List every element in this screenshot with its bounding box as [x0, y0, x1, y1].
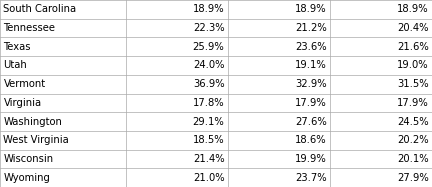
- Text: 32.9%: 32.9%: [295, 79, 327, 89]
- Bar: [330, 168, 432, 187]
- Bar: [0, 0, 126, 19]
- Bar: [0, 75, 126, 94]
- Bar: [126, 19, 228, 37]
- Text: 21.2%: 21.2%: [295, 23, 327, 33]
- Bar: [330, 75, 432, 94]
- Bar: [126, 112, 228, 131]
- Text: Virginia: Virginia: [3, 98, 41, 108]
- Bar: [330, 19, 432, 37]
- Bar: [126, 0, 228, 19]
- Bar: [228, 0, 330, 19]
- Text: 27.9%: 27.9%: [397, 173, 429, 183]
- Bar: [0, 56, 126, 75]
- Text: 19.1%: 19.1%: [295, 60, 327, 70]
- Bar: [330, 0, 432, 19]
- Text: 22.3%: 22.3%: [193, 23, 225, 33]
- Bar: [228, 112, 330, 131]
- Text: 20.2%: 20.2%: [397, 135, 429, 145]
- Bar: [330, 150, 432, 168]
- Bar: [228, 19, 330, 37]
- Bar: [126, 150, 228, 168]
- Text: Washington: Washington: [3, 117, 62, 127]
- Text: Tennessee: Tennessee: [3, 23, 55, 33]
- Bar: [126, 37, 228, 56]
- Bar: [0, 94, 126, 112]
- Text: Vermont: Vermont: [3, 79, 46, 89]
- Text: 21.4%: 21.4%: [193, 154, 225, 164]
- Bar: [228, 131, 330, 150]
- Bar: [228, 168, 330, 187]
- Bar: [0, 131, 126, 150]
- Text: 18.9%: 18.9%: [295, 4, 327, 14]
- Text: 18.5%: 18.5%: [193, 135, 225, 145]
- Bar: [228, 75, 330, 94]
- Bar: [330, 56, 432, 75]
- Text: Wyoming: Wyoming: [3, 173, 51, 183]
- Text: 24.0%: 24.0%: [193, 60, 225, 70]
- Text: 36.9%: 36.9%: [193, 79, 225, 89]
- Text: 29.1%: 29.1%: [193, 117, 225, 127]
- Bar: [0, 112, 126, 131]
- Text: 23.6%: 23.6%: [295, 42, 327, 52]
- Bar: [228, 150, 330, 168]
- Text: 27.6%: 27.6%: [295, 117, 327, 127]
- Text: South Carolina: South Carolina: [3, 4, 76, 14]
- Bar: [126, 56, 228, 75]
- Bar: [126, 75, 228, 94]
- Text: 25.9%: 25.9%: [193, 42, 225, 52]
- Text: 20.1%: 20.1%: [397, 154, 429, 164]
- Bar: [126, 168, 228, 187]
- Text: 17.8%: 17.8%: [193, 98, 225, 108]
- Text: 19.0%: 19.0%: [397, 60, 429, 70]
- Text: 24.5%: 24.5%: [397, 117, 429, 127]
- Text: 23.7%: 23.7%: [295, 173, 327, 183]
- Bar: [0, 150, 126, 168]
- Text: Wisconsin: Wisconsin: [3, 154, 54, 164]
- Bar: [126, 131, 228, 150]
- Text: 19.9%: 19.9%: [295, 154, 327, 164]
- Text: Utah: Utah: [3, 60, 27, 70]
- Bar: [330, 131, 432, 150]
- Text: Texas: Texas: [3, 42, 31, 52]
- Bar: [228, 94, 330, 112]
- Bar: [228, 37, 330, 56]
- Bar: [330, 94, 432, 112]
- Bar: [0, 19, 126, 37]
- Bar: [0, 37, 126, 56]
- Text: 18.9%: 18.9%: [193, 4, 225, 14]
- Text: 31.5%: 31.5%: [397, 79, 429, 89]
- Text: 21.0%: 21.0%: [193, 173, 225, 183]
- Text: 18.6%: 18.6%: [295, 135, 327, 145]
- Bar: [0, 168, 126, 187]
- Bar: [330, 37, 432, 56]
- Text: 17.9%: 17.9%: [295, 98, 327, 108]
- Text: West Virginia: West Virginia: [3, 135, 69, 145]
- Bar: [330, 112, 432, 131]
- Text: 21.6%: 21.6%: [397, 42, 429, 52]
- Text: 18.9%: 18.9%: [397, 4, 429, 14]
- Text: 20.4%: 20.4%: [397, 23, 429, 33]
- Text: 17.9%: 17.9%: [397, 98, 429, 108]
- Bar: [126, 94, 228, 112]
- Bar: [228, 56, 330, 75]
